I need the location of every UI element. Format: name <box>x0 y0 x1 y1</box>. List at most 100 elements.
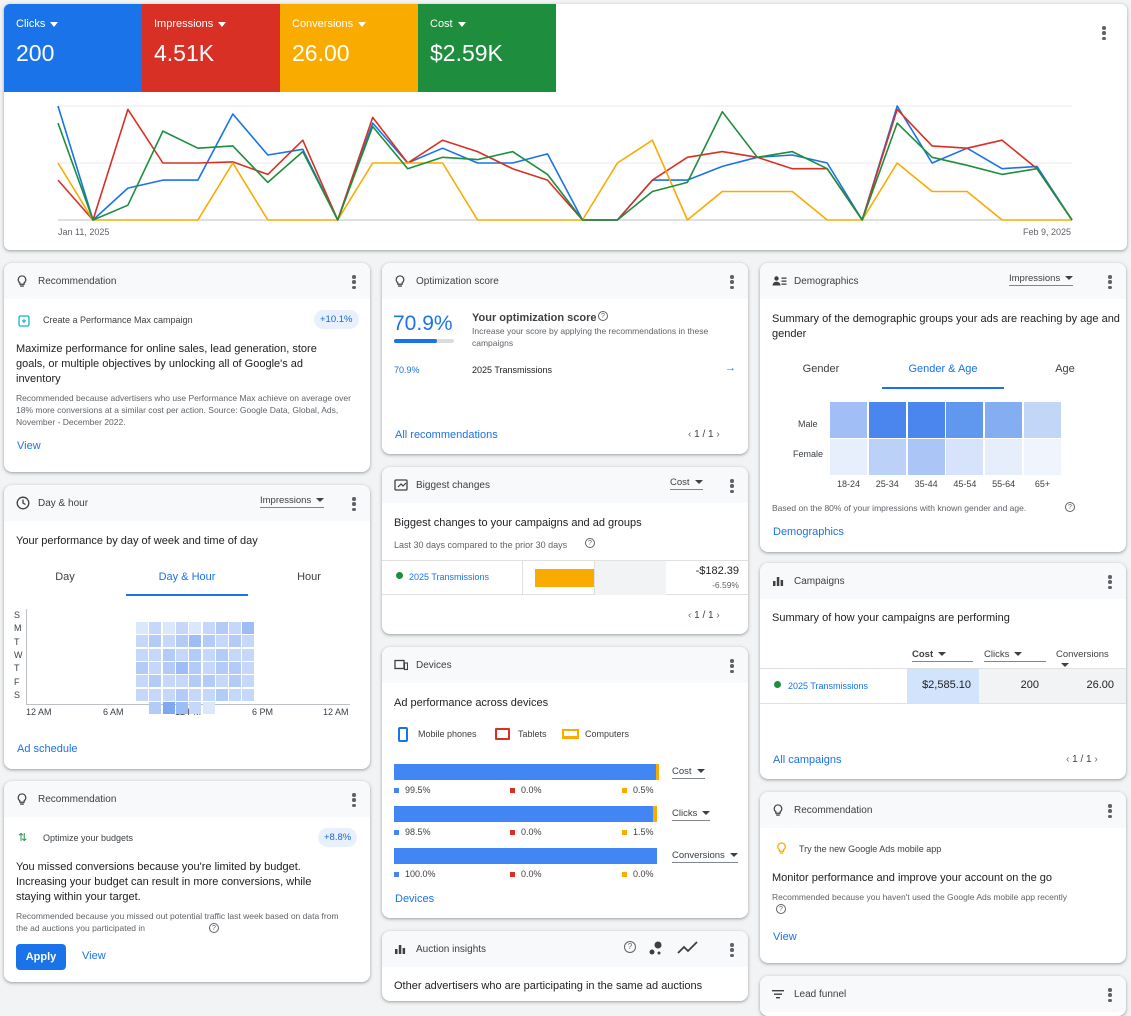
heatmap-cell[interactable] <box>215 648 228 661</box>
heatmap-cell[interactable] <box>136 622 148 634</box>
heatmap-cell[interactable] <box>149 622 162 634</box>
more-options-icon[interactable] <box>730 479 734 493</box>
heatmap-cell[interactable] <box>175 675 188 688</box>
scatter-icon[interactable] <box>648 940 664 961</box>
device-metric-dropdown[interactable]: Conversions <box>672 850 738 863</box>
more-options-icon[interactable] <box>1108 804 1112 818</box>
heatmap-cell[interactable] <box>136 648 148 661</box>
heatmap-cell[interactable] <box>149 661 162 674</box>
devices-link[interactable]: Devices <box>395 893 435 905</box>
campaign-link[interactable]: 2025 Transmissions <box>409 572 490 582</box>
heatmap-cell[interactable] <box>215 675 228 688</box>
more-options-icon[interactable] <box>352 497 356 511</box>
heatmap-cell[interactable] <box>215 622 228 634</box>
pager[interactable]: ‹ 1 / 1 › <box>1066 754 1098 765</box>
heatmap-cell[interactable] <box>189 622 202 634</box>
more-options-icon[interactable] <box>1108 575 1112 589</box>
heatmap-cell-male[interactable] <box>946 402 984 438</box>
change-row[interactable] <box>382 560 748 595</box>
metric-label[interactable]: Impressions <box>154 18 268 30</box>
tab-gender[interactable]: Gender <box>802 363 840 375</box>
heatmap-cell[interactable] <box>202 648 215 661</box>
heatmap-cell[interactable] <box>189 701 202 714</box>
heatmap-cell[interactable] <box>215 688 228 701</box>
tab-day[interactable]: Day <box>55 571 75 583</box>
metric-clicks[interactable]: Clicks 200 <box>4 4 142 92</box>
heatmap-cell-male[interactable] <box>830 402 867 438</box>
help-icon[interactable]: ? <box>585 538 595 548</box>
heatmap-cell[interactable] <box>189 635 202 648</box>
metric-dropdown[interactable]: Cost <box>670 477 703 490</box>
help-icon[interactable]: ? <box>209 923 219 933</box>
tab-day-hour[interactable]: Day & Hour <box>126 571 248 596</box>
metric-dropdown[interactable]: Impressions <box>1009 273 1074 286</box>
heatmap-cell[interactable] <box>229 661 242 674</box>
more-options-icon[interactable] <box>352 793 356 807</box>
heatmap-cell[interactable] <box>215 635 228 648</box>
heatmap-cell[interactable] <box>202 688 215 701</box>
heatmap-cell[interactable] <box>189 675 202 688</box>
campaign-link[interactable]: 2025 Transmissions <box>788 681 869 691</box>
heatmap-cell[interactable] <box>202 701 215 714</box>
heatmap-cell-male[interactable] <box>1024 402 1061 438</box>
heatmap-cell[interactable] <box>175 635 188 648</box>
heatmap-cell[interactable] <box>136 635 148 648</box>
more-options-icon[interactable] <box>1108 988 1112 1002</box>
tab-gender-age[interactable]: Gender & Age <box>882 363 1004 389</box>
heatmap-cell[interactable] <box>162 688 175 701</box>
heatmap-cell[interactable] <box>229 635 242 648</box>
prev-page-icon[interactable]: ‹ <box>688 429 692 440</box>
metric-cost[interactable]: Cost $2.59K <box>418 4 556 92</box>
view-link[interactable]: View <box>82 950 106 962</box>
help-icon[interactable]: ? <box>624 941 636 953</box>
heatmap-cell[interactable] <box>136 675 148 688</box>
more-options-icon[interactable] <box>1102 26 1106 40</box>
prev-page-icon[interactable]: ‹ <box>688 610 692 621</box>
metric-conversions[interactable]: Conversions 26.00 <box>280 4 418 92</box>
heatmap-cell[interactable] <box>189 661 202 674</box>
heatmap-cell[interactable] <box>162 675 175 688</box>
prev-page-icon[interactable]: ‹ <box>1066 754 1070 765</box>
arrow-right-icon[interactable]: → <box>725 362 736 374</box>
tab-hour[interactable]: Hour <box>297 571 321 583</box>
table-row[interactable] <box>760 668 1126 704</box>
help-icon[interactable]: ? <box>598 311 608 321</box>
heatmap-cell-male[interactable] <box>985 402 1023 438</box>
heatmap-cell[interactable] <box>229 648 242 661</box>
heatmap-cell[interactable] <box>162 622 175 634</box>
heatmap-cell[interactable] <box>149 688 162 701</box>
heatmap-cell[interactable] <box>175 648 188 661</box>
heatmap-cell[interactable] <box>202 661 215 674</box>
heatmap-cell[interactable] <box>242 622 255 634</box>
heatmap-cell[interactable] <box>202 635 215 648</box>
heatmap-cell-male[interactable] <box>907 402 945 438</box>
trend-line-icon[interactable] <box>677 941 699 960</box>
heatmap-cell[interactable] <box>149 635 162 648</box>
heatmap-cell[interactable] <box>242 675 255 688</box>
metric-dropdown[interactable]: Impressions <box>260 495 325 508</box>
heatmap-cell[interactable] <box>229 622 242 634</box>
column-cost[interactable]: Cost <box>912 649 973 662</box>
help-icon[interactable]: ? <box>776 904 786 914</box>
heatmap-cell[interactable] <box>229 688 242 701</box>
help-icon[interactable]: ? <box>1065 502 1075 512</box>
heatmap-cell[interactable] <box>162 661 175 674</box>
more-options-icon[interactable] <box>1108 275 1112 289</box>
heatmap-cell[interactable] <box>149 701 162 714</box>
heatmap-cell[interactable] <box>242 648 255 661</box>
more-options-icon[interactable] <box>730 275 734 289</box>
next-page-icon[interactable]: › <box>716 610 720 621</box>
view-link[interactable]: View <box>17 440 41 452</box>
heatmap-cell[interactable] <box>149 648 162 661</box>
heatmap-cell[interactable] <box>242 661 255 674</box>
demographics-link[interactable]: Demographics <box>773 526 844 538</box>
heatmap-cell[interactable] <box>242 688 255 701</box>
more-options-icon[interactable] <box>730 943 734 957</box>
heatmap-cell[interactable] <box>175 622 188 634</box>
heatmap-cell-female[interactable] <box>985 439 1023 475</box>
metric-label[interactable]: Cost <box>430 18 544 30</box>
heatmap-cell[interactable] <box>242 635 255 648</box>
metric-impressions[interactable]: Impressions 4.51K <box>142 4 280 92</box>
heatmap-cell[interactable] <box>215 661 228 674</box>
more-options-icon[interactable] <box>352 275 356 289</box>
